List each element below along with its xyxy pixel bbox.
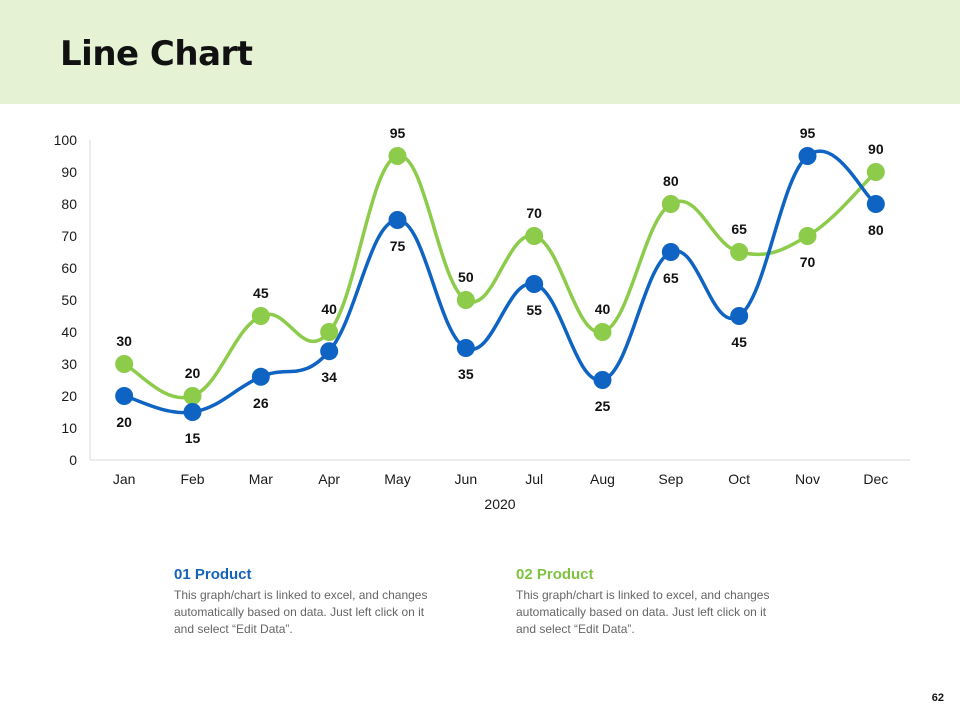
data-point-series-2 <box>183 387 202 405</box>
legend-text-product-2: This graph/chart is linked to excel, and… <box>516 588 770 636</box>
data-point-series-2 <box>798 227 817 245</box>
data-point-series-1 <box>661 243 680 261</box>
x-tick-label: Mar <box>249 471 273 487</box>
y-tick-label: 100 <box>54 132 78 148</box>
data-label-series-1: 80 <box>868 222 884 238</box>
header-band: Line Chart <box>0 0 960 104</box>
data-label-series-2: 20 <box>185 365 201 381</box>
data-point-series-2 <box>866 163 885 181</box>
data-point-series-2 <box>115 355 134 373</box>
data-point-series-1 <box>183 403 202 421</box>
legend-title-product-1: 01 Product <box>174 566 252 583</box>
data-label-series-2: 50 <box>458 269 474 285</box>
page-number: 62 <box>931 692 944 704</box>
y-tick-label: 80 <box>61 196 77 212</box>
data-point-series-1 <box>320 342 339 361</box>
data-label-series-1: 26 <box>253 395 269 411</box>
data-label-series-2: 80 <box>663 173 679 189</box>
data-point-series-2 <box>320 323 339 341</box>
data-label-series-2: 40 <box>595 301 611 317</box>
data-point-series-1 <box>115 387 134 405</box>
y-tick-label: 20 <box>61 388 77 404</box>
y-tick-label: 70 <box>61 228 77 244</box>
data-point-series-1 <box>798 147 817 165</box>
data-label-series-1: 65 <box>663 270 679 286</box>
y-tick-label: 90 <box>61 164 77 180</box>
data-label-series-2: 90 <box>868 141 884 157</box>
x-tick-label: Sep <box>658 471 683 487</box>
x-tick-label: Aug <box>590 471 615 487</box>
x-tick-label: Dec <box>863 471 888 487</box>
y-tick-label: 10 <box>61 420 77 436</box>
x-tick-label: Feb <box>180 471 204 487</box>
y-tick-label: 30 <box>61 356 77 372</box>
data-point-series-2 <box>593 323 612 341</box>
data-label-series-1: 45 <box>731 334 747 350</box>
data-point-series-2 <box>730 243 749 261</box>
data-label-series-2: 40 <box>321 301 337 317</box>
x-tick-label: Jul <box>525 471 543 487</box>
line-chart[interactable]: 0 10 20 30 40 50 60 70 80 90 100 Jan Feb Mar Apr May Jun… <box>0 104 960 524</box>
x-axis-title: 2020 <box>484 496 515 512</box>
data-point-series-1 <box>593 371 612 389</box>
data-point-series-2 <box>388 147 407 165</box>
data-label-series-2: 70 <box>800 254 816 270</box>
data-label-series-1: 20 <box>116 414 132 430</box>
data-label-series-2: 45 <box>253 285 269 301</box>
legend-title-product-2: 02 Product <box>516 566 594 583</box>
x-tick-label: Jan <box>113 471 136 487</box>
data-point-series-1 <box>525 275 544 293</box>
data-label-series-2: 70 <box>526 205 542 221</box>
data-label-series-2: 65 <box>731 221 747 237</box>
series-line-2 <box>122 154 878 400</box>
data-point-series-2 <box>661 195 680 213</box>
data-point-series-1 <box>251 367 270 386</box>
legend-product-1: 01 Product This graph/chart is linked to… <box>174 566 444 638</box>
data-label-series-1: 55 <box>526 302 542 318</box>
data-point-series-2 <box>456 291 475 309</box>
data-label-series-1: 35 <box>458 366 474 382</box>
y-tick-label: 50 <box>61 292 77 308</box>
data-point-series-1 <box>730 307 749 325</box>
series-line-1 <box>122 149 878 415</box>
data-label-series-2: 95 <box>390 125 406 141</box>
data-point-series-2 <box>525 227 544 245</box>
x-tick-label: Oct <box>728 471 750 487</box>
data-label-series-2: 30 <box>116 333 132 349</box>
legend-product-2: 02 Product This graph/chart is linked to… <box>516 566 786 638</box>
y-tick-label: 40 <box>61 324 77 340</box>
page-title: Line Chart <box>60 34 253 74</box>
data-label-series-1: 75 <box>390 238 406 254</box>
x-tick-label: May <box>384 471 410 487</box>
data-label-series-1: 95 <box>800 125 816 141</box>
data-point-series-2 <box>251 307 270 325</box>
legend-text-product-1: This graph/chart is linked to excel, and… <box>174 588 428 636</box>
x-tick-label: Nov <box>795 471 820 487</box>
data-label-series-1: 25 <box>595 398 611 414</box>
data-point-series-1 <box>866 195 885 213</box>
data-label-series-1: 15 <box>185 430 201 446</box>
data-label-series-1: 34 <box>321 369 337 385</box>
y-tick-label: 60 <box>61 260 77 276</box>
x-tick-label: Apr <box>318 471 340 487</box>
data-point-series-1 <box>388 211 407 229</box>
data-point-series-1 <box>456 339 475 357</box>
x-tick-label: Jun <box>455 471 478 487</box>
y-tick-label: 0 <box>69 452 77 468</box>
